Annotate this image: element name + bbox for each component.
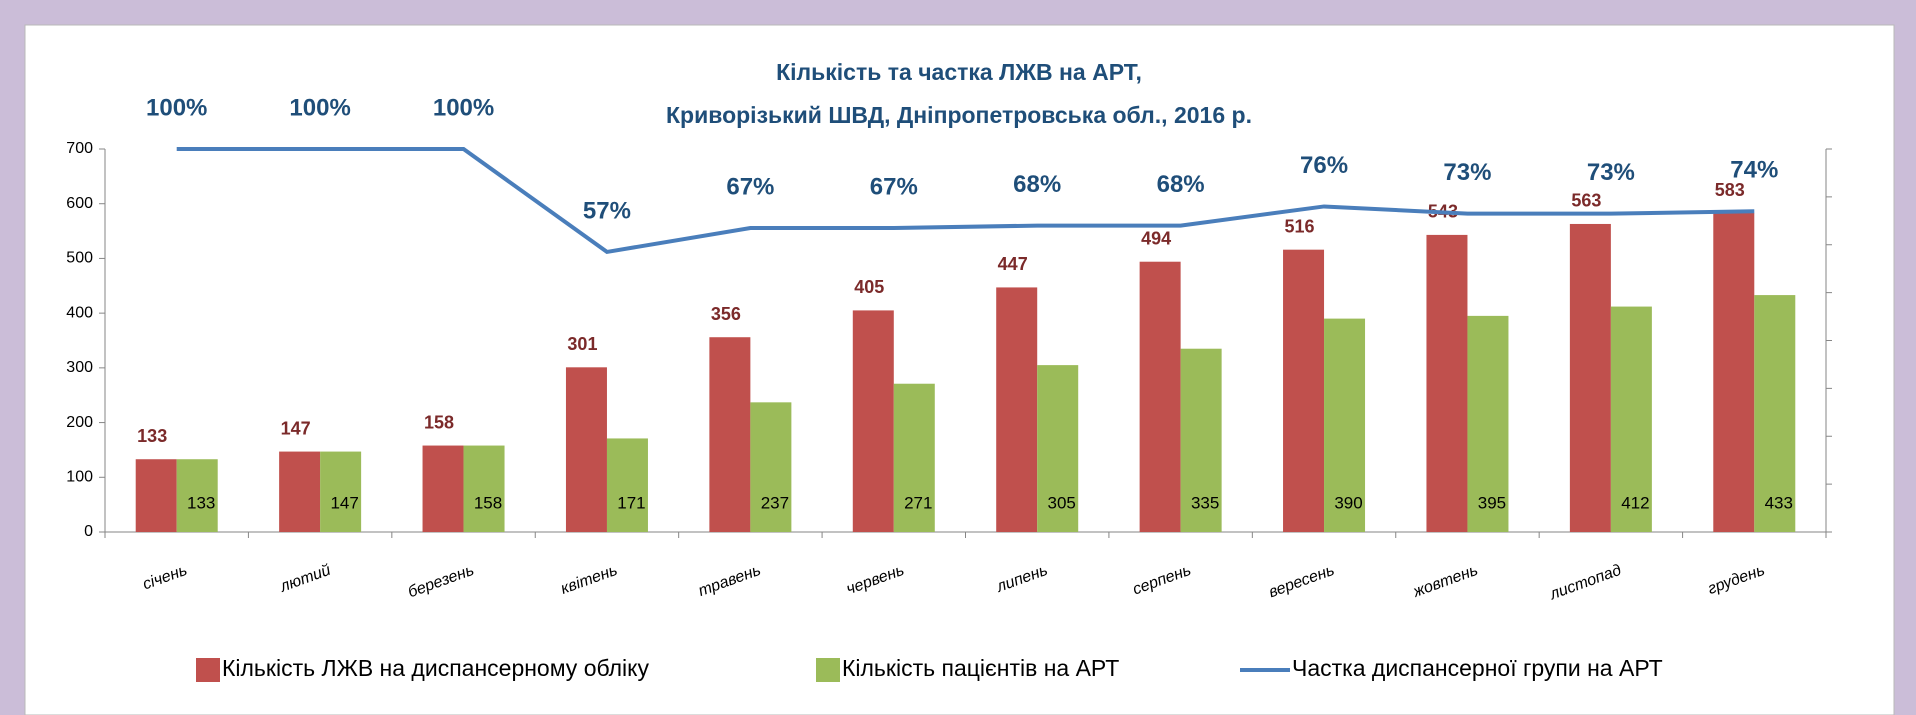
bar xyxy=(422,445,464,532)
legend-label: Частка диспансерної групи на АРТ xyxy=(1292,655,1663,681)
data-label: 516 xyxy=(1285,216,1315,236)
data-label: 395 xyxy=(1478,493,1506,512)
bar xyxy=(750,402,792,532)
line-label: 100% xyxy=(289,94,350,121)
data-label: 390 xyxy=(1334,493,1362,512)
data-label: 447 xyxy=(998,254,1028,274)
data-label: 237 xyxy=(761,493,789,512)
y-tick-label: 200 xyxy=(66,414,93,431)
bar xyxy=(176,459,218,532)
bar xyxy=(1139,261,1181,532)
chart-title: Криворізький ШВД, Дніпропетровська обл.,… xyxy=(666,102,1252,128)
legend-label: Кількість пацієнтів на АРТ xyxy=(842,655,1119,681)
data-label: 412 xyxy=(1621,493,1649,512)
bar xyxy=(1713,213,1755,532)
bar xyxy=(565,367,607,532)
line-label: 57% xyxy=(583,197,631,224)
data-label: 494 xyxy=(1141,228,1171,248)
data-label: 133 xyxy=(187,493,215,512)
chart-title: Кількість та частка ЛЖВ на АРТ, xyxy=(776,59,1142,85)
data-label: 563 xyxy=(1571,191,1601,211)
legend-swatch xyxy=(196,658,220,682)
data-label: 147 xyxy=(330,493,358,512)
bar xyxy=(1754,295,1796,532)
line-label: 73% xyxy=(1587,159,1635,186)
data-label: 433 xyxy=(1765,493,1793,512)
y-tick-label: 100 xyxy=(66,469,93,486)
data-label: 356 xyxy=(711,304,741,324)
bar xyxy=(1283,249,1325,532)
data-label: 171 xyxy=(617,493,645,512)
bar xyxy=(1324,318,1366,532)
data-label: 133 xyxy=(137,426,167,446)
bar xyxy=(1467,315,1509,532)
bar xyxy=(135,459,177,532)
data-label: 301 xyxy=(567,334,597,354)
data-label: 335 xyxy=(1191,493,1219,512)
y-tick-label: 700 xyxy=(66,140,93,157)
line-label: 67% xyxy=(726,173,774,200)
data-label: 583 xyxy=(1715,180,1745,200)
y-tick-label: 600 xyxy=(66,195,93,212)
bar xyxy=(320,451,362,532)
line-label: 76% xyxy=(1300,152,1348,179)
y-tick-label: 400 xyxy=(66,304,93,321)
y-tick-label: 300 xyxy=(66,359,93,376)
bar xyxy=(1426,234,1468,532)
bar xyxy=(279,451,321,532)
bar xyxy=(1610,306,1652,532)
data-label: 271 xyxy=(904,493,932,512)
line-label: 100% xyxy=(433,94,494,121)
line-label: 73% xyxy=(1443,159,1491,186)
bar xyxy=(709,337,751,532)
legend-swatch xyxy=(816,658,840,682)
bar xyxy=(1569,223,1611,533)
legend-label: Кількість ЛЖВ на диспансерному обліку xyxy=(222,655,649,681)
data-label: 147 xyxy=(281,418,311,438)
data-label: 305 xyxy=(1048,493,1076,512)
data-label: 405 xyxy=(854,277,884,297)
y-tick-label: 500 xyxy=(66,250,93,267)
line-series xyxy=(176,147,1755,255)
bar xyxy=(893,383,935,532)
bar xyxy=(1180,348,1222,532)
data-label: 158 xyxy=(424,412,454,432)
bar xyxy=(1037,365,1079,532)
line-label: 67% xyxy=(870,173,918,200)
bar xyxy=(463,445,505,532)
y-tick-label: 0 xyxy=(84,523,93,540)
line-label: 100% xyxy=(146,94,207,121)
line-label: 68% xyxy=(1157,171,1205,198)
bar xyxy=(996,287,1038,532)
line-label: 68% xyxy=(1013,171,1061,198)
line-label: 74% xyxy=(1730,157,1778,184)
bar xyxy=(852,310,894,532)
bar xyxy=(606,438,648,532)
data-label: 158 xyxy=(474,493,502,512)
